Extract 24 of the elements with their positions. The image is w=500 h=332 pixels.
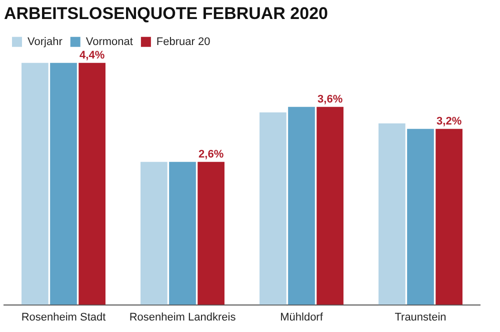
bar — [50, 62, 77, 305]
data-label: 4,4% — [80, 49, 105, 62]
data-label: 2,6% — [198, 148, 224, 160]
bar — [436, 128, 462, 305]
legend-label: Vorjahr — [28, 36, 63, 48]
x-tick-label: Mühldorf — [280, 311, 324, 324]
x-tick-label: Traunstein — [394, 311, 446, 324]
bar — [140, 162, 168, 305]
legend-label: Februar 20 — [156, 36, 210, 48]
bar — [316, 106, 344, 305]
chart-title: ARBEITSLOSENQUOTE FEBRUAR 2020 — [4, 4, 328, 23]
bar — [198, 162, 224, 305]
bar — [260, 112, 286, 305]
bar — [378, 123, 406, 305]
data-label: 3,2% — [436, 115, 462, 128]
x-tick-label: Rosenheim Landkreis — [129, 311, 236, 324]
bar — [407, 128, 434, 305]
x-tick-label: Rosenheim Stadt — [21, 311, 106, 324]
data-label: 3,6% — [318, 93, 343, 106]
legend-label: Vormonat — [86, 36, 133, 48]
bar — [288, 106, 315, 305]
bar — [169, 162, 196, 305]
bar — [22, 62, 48, 305]
bar — [78, 62, 106, 305]
